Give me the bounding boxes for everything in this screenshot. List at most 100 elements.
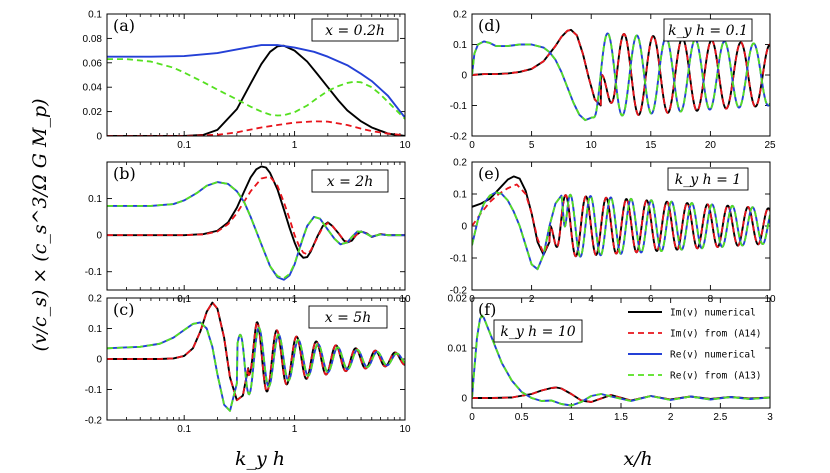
panel-label: (f) (478, 300, 496, 319)
legend-label-reA: Re(v) from (A13) (670, 371, 762, 382)
x-tick-label: 1.5 (614, 412, 628, 423)
panel-a: 0.1 1 10 0 0.02 0.04 0.06 0.08 0.1 (a) x = 0.2h (83, 10, 411, 152)
annotation-box (663, 18, 753, 42)
series-im-v-from-a14 (107, 301, 405, 402)
annotation-box (311, 18, 399, 42)
plot-frame (471, 297, 771, 409)
y-tick-label: 0.01 (448, 344, 468, 355)
legend: Im(v) numerical Im(v) from (A14) Re(v) num… (628, 308, 762, 382)
y-tick-label: 0.02 (448, 294, 468, 305)
series-re-v-numerical (107, 44, 405, 119)
y-tick-label: -0.2 (85, 416, 103, 427)
annotation-text: x = 2h (327, 174, 373, 190)
x-tick-label: 2 (668, 412, 674, 423)
series-im-v-numerical (472, 386, 770, 403)
series-im-v-from-a14 (472, 183, 770, 258)
annotation-text: k_y h = 0.1 (668, 23, 748, 39)
annotation-text: k_y h = 1 (675, 172, 741, 188)
x-tick-label: 2.5 (713, 412, 727, 423)
y-axis-label: (v/c_s) × (c_s^3/Ω G M_p) (29, 98, 51, 351)
series-re-v-from-a13 (107, 321, 405, 412)
y-tick-label: 0.1 (453, 40, 467, 51)
y-tick-label: 0.2 (453, 10, 467, 21)
y-tick-label: 0.2 (88, 294, 102, 305)
x-tick-label: 1 (292, 140, 298, 151)
panel-label: (b) (113, 164, 136, 183)
x-tick-label: 1 (292, 424, 298, 435)
plot-frame (471, 161, 771, 291)
x-tick-label: 4 (588, 294, 594, 305)
y-tick-label: 0.04 (83, 83, 103, 94)
panel-label: (e) (478, 164, 500, 183)
x-tick-label: 5 (529, 140, 535, 151)
series-im-v-from-a14 (472, 386, 770, 403)
panel-label: (d) (478, 16, 501, 35)
y-tick-label: 0.1 (88, 194, 102, 205)
annotation-text: x = 0.2h (325, 23, 385, 39)
series-re-v-from-a13 (472, 191, 770, 271)
y-tick-label: 0.06 (83, 58, 103, 69)
x-tick-label: 10 (399, 140, 411, 151)
y-tick-label: 0.1 (453, 190, 467, 201)
panel-d: 0 5 10 15 20 25 -0.2 -0.1 0 0.1 0.2 (d) k_y h = 0.1 (450, 10, 776, 152)
panel-label: (c) (113, 300, 134, 319)
annotation-box (667, 167, 749, 191)
plot-frame (106, 297, 406, 421)
legend-label-imA: Im(v) from (A14) (670, 329, 762, 340)
series-re-v-from-a13 (107, 58, 405, 120)
annotation-box (308, 305, 388, 329)
y-tick-label: 0 (461, 222, 467, 233)
y-tick-label: -0.2 (450, 132, 468, 143)
plot-frame (106, 161, 406, 291)
y-tick-label: 0.08 (83, 34, 103, 45)
legend-label-reN: Re(v) numerical (670, 350, 756, 361)
panel-label: (a) (113, 16, 135, 35)
y-tick-label: -0.1 (450, 101, 468, 112)
y-tick-label: 0.2 (453, 158, 467, 169)
y-tick-label: 0.02 (83, 107, 103, 118)
y-tick-label: -0.1 (85, 385, 103, 396)
panel-c: 0.1 1 10 -0.2 -0.1 0 0.1 0.2 (c) x = 5h (85, 294, 411, 436)
x-tick-label: 10 (399, 424, 411, 435)
y-tick-label: 0 (461, 394, 467, 405)
y-tick-label: -0.2 (450, 286, 468, 297)
x-tick-label: 1 (569, 412, 575, 423)
y-tick-label: 0.1 (88, 324, 102, 335)
y-tick-label: -0.1 (450, 254, 468, 265)
series-re-v-from-a13 (472, 32, 770, 122)
annotation-text: k_y h = 10 (500, 324, 575, 340)
x-tick-label: 20 (705, 140, 717, 151)
x-tick-label: 3 (767, 412, 773, 423)
panel-f: 0 0.5 1 1.5 2 2.5 3 0 0.01 0.02 (f)k_y h = 10 (448, 294, 774, 424)
x-tick-label: 0.5 (515, 412, 529, 423)
x-tick-label: 10 (586, 140, 598, 151)
series-re-v-from-a13 (472, 314, 770, 407)
annotation-text: x = 5h (325, 310, 371, 326)
y-tick-label: 0 (461, 71, 467, 82)
y-tick-label: 0 (96, 132, 102, 143)
series-re-v-from-a13 (107, 181, 405, 280)
plot-frame (471, 13, 771, 137)
x-tick-label: 25 (764, 140, 776, 151)
x-axis-label-right: x/h (623, 448, 652, 470)
x-tick-label: 8 (708, 294, 714, 305)
x-tick-label: 2 (529, 294, 535, 305)
x-tick-label: 15 (645, 140, 657, 151)
panel-e: 0246810-0.2-0.100.10.2(e)k_y h = 1 (450, 158, 776, 306)
x-tick-label: 0 (469, 140, 475, 151)
y-tick-label: 0.1 (88, 10, 102, 21)
y-tick-label: 0 (96, 355, 102, 366)
x-tick-label: 0.1 (177, 424, 191, 435)
annotation-box (493, 319, 583, 343)
x-tick-label: 6 (648, 294, 654, 305)
annotation-box (311, 169, 389, 193)
x-axis-label-left: k_y h (235, 448, 285, 470)
series-im-v-numerical (107, 44, 405, 136)
y-tick-label: -0.1 (85, 267, 103, 278)
legend-label-imN: Im(v) numerical (670, 308, 756, 319)
series-im-v-from-a14 (107, 120, 405, 136)
x-tick-label: 0 (469, 412, 475, 423)
x-tick-label: 0.1 (177, 140, 191, 151)
